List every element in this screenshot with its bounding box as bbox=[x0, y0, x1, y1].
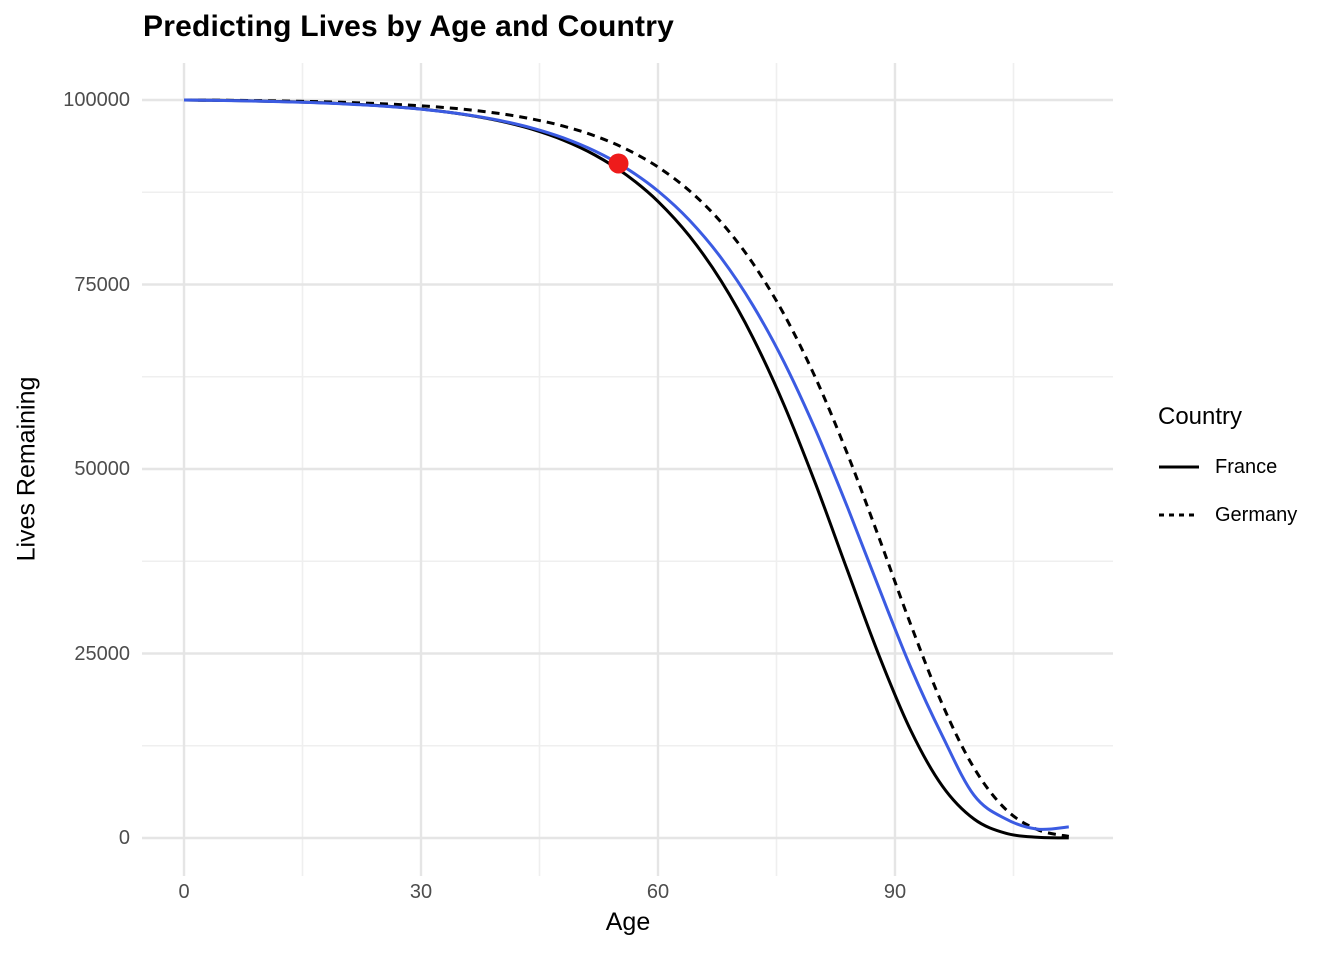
prediction-point bbox=[608, 153, 629, 174]
legend-item-germany: Germany bbox=[1158, 501, 1297, 529]
y-tick-label: 50000 bbox=[74, 458, 130, 480]
y-tick-label: 0 bbox=[118, 827, 130, 849]
legend-item-france: France bbox=[1158, 453, 1297, 481]
legend-label: France bbox=[1215, 455, 1278, 478]
x-tick-label: 90 bbox=[883, 881, 907, 903]
x-tick-label: 30 bbox=[409, 881, 433, 903]
x-tick-label: 0 bbox=[178, 881, 190, 903]
legend: Country France Germany bbox=[1158, 403, 1297, 549]
legend-label: Germany bbox=[1215, 503, 1298, 526]
legend-title: Country bbox=[1158, 403, 1243, 430]
legend-dashed-line-icon bbox=[1159, 513, 1199, 517]
prediction-curve bbox=[183, 98, 1069, 831]
x-axis-title: Age bbox=[605, 908, 651, 936]
y-tick-label: 75000 bbox=[74, 273, 130, 296]
legend-items: France Germany bbox=[1158, 453, 1297, 529]
y-axis-title: Lives Remaining bbox=[12, 376, 41, 562]
y-tick-label: 100000 bbox=[63, 89, 130, 111]
legend-solid-line-icon bbox=[1159, 465, 1199, 469]
chart-title: Predicting Lives by Age and Country bbox=[143, 10, 674, 43]
y-tick-label: 25000 bbox=[74, 642, 130, 665]
x-tick-label: 60 bbox=[646, 881, 670, 903]
